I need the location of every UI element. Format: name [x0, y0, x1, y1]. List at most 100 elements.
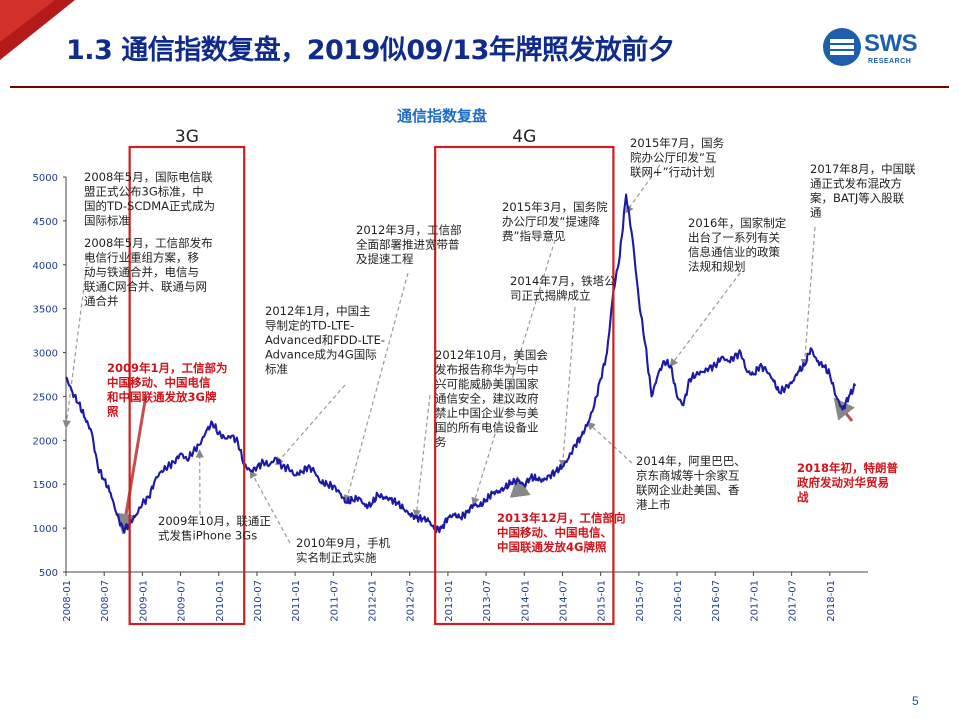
- annotation-arrow: [509, 475, 531, 498]
- annotation-line: 法规和规划: [688, 260, 746, 274]
- period-label: 4G: [512, 127, 536, 147]
- annotation-line: 和中国联通发放3G牌: [107, 390, 217, 404]
- x-tick-label: 2018-01: [826, 580, 837, 622]
- annotation-line: 2016年，国家制定: [688, 216, 787, 230]
- annotation-text: 2018年初，特朗普政府发动对华贸易战: [797, 461, 899, 504]
- annotation-text: 2010年9月，手机实名制正式实施: [296, 536, 391, 565]
- x-tick-label: 2013-07: [482, 580, 493, 622]
- annotation-text: 2009年10月，联通正式发售iPhone 3Gs: [158, 514, 271, 543]
- annotation-line: 出台了一系列有关: [688, 231, 780, 245]
- annotation-line: 及提速工程: [356, 252, 414, 266]
- annotations: 2008年5月，国际电信联盟正式公布3G标准，中国的TD-SCDMA正式成为国际…: [84, 136, 916, 565]
- annotation-text: 2016年，国家制定出台了一系列有关信息通信业的政策法规和规划: [688, 216, 787, 274]
- x-tick-label: 2013-01: [444, 580, 455, 622]
- annotation-line: 2012年1月，中国主: [265, 304, 371, 318]
- annotation-line: 通合并: [84, 294, 119, 308]
- x-tick-label: 2015-07: [635, 580, 646, 622]
- annotation-line: 办公厅印发“提速降: [502, 215, 600, 229]
- annotation-line: 标准: [265, 362, 288, 376]
- annotation-line: 动与铁通合并，电信与: [84, 265, 199, 279]
- period-box: [434, 145, 615, 626]
- period-boxes: 3G 4G: [128, 127, 615, 626]
- annotation-line: 2009年1月，工信部为: [107, 361, 228, 375]
- annotation-line: 实名制正式实施: [296, 551, 377, 565]
- annotation-arrow: [625, 164, 661, 214]
- annotation-line: 兴可能威胁美国国家: [435, 377, 539, 391]
- annotation-arrow: [274, 384, 346, 466]
- chart-title: 通信指数复盘: [397, 107, 487, 125]
- annotation-line: 2012年3月，工信部: [356, 223, 462, 237]
- x-tick-label: 2012-07: [406, 580, 417, 622]
- annotation-line: Advanced和FDD-LTE-: [265, 333, 385, 347]
- annotation-line: 联网企业赴美国、香: [636, 483, 740, 497]
- x-tick-label: 2010-07: [253, 580, 264, 622]
- annotation-line: 通正式发布混改方: [810, 177, 902, 191]
- annotation-line: 京东商城等十余家互: [636, 469, 740, 483]
- annotation-text: 2012年3月，工信部全面部署推进宽带普及提速工程: [356, 223, 462, 266]
- annotation-arrow: [558, 306, 576, 469]
- annotation-line: 务: [435, 435, 447, 449]
- annotation-line: 2014年，阿里巴巴、: [636, 454, 746, 468]
- annotation-line: 政府发动对华贸易: [797, 476, 889, 490]
- y-tick-label: 1000: [33, 524, 58, 535]
- y-tick-label: 500: [39, 568, 58, 579]
- annotation-line: 联通C网合并、联通与网: [84, 280, 207, 294]
- annotation-line: 2015年7月，国务: [630, 136, 725, 150]
- annotation-text: 2015年3月，国务院办公厅印发“提速降费”指导意见: [502, 200, 608, 243]
- annotation-text: 2009年1月，工信部为中国移动、中国电信和中国联通发放3G牌照: [107, 361, 228, 419]
- annotation-text: 2008年5月，工信部发布电信行业重组方案，移动与铁通合并，电信与联通C网合并、…: [84, 236, 213, 308]
- annotation-text: 2013年12月，工信部向中国移动、中国电信、中国联通发放4G牌照: [497, 511, 626, 554]
- annotation-line: 禁止中国企业参与美: [435, 406, 539, 420]
- annotation-line: 盟正式公布3G标准，中: [84, 185, 204, 199]
- period-label: 3G: [175, 127, 199, 147]
- corner-decoration: [0, 0, 75, 60]
- annotation-line: 院办公厅印发“互: [630, 151, 716, 165]
- annotation-line: 国的TD-SCDMA正式成为: [84, 199, 215, 213]
- annotation-line: 案，BATJ等入股联: [810, 191, 905, 205]
- sws-logo-icon: [823, 28, 861, 66]
- x-tick-label: 2008-07: [100, 580, 111, 622]
- series-group: [65, 193, 857, 534]
- annotation-line: 国际标准: [84, 214, 130, 228]
- x-tick-label: 2015-01: [597, 580, 608, 622]
- annotation-text: 2012年1月，中国主导制定的TD-LTE-Advanced和FDD-LTE-A…: [265, 304, 385, 376]
- y-tick-label: 3000: [33, 349, 58, 360]
- annotation-arrow: [586, 421, 633, 464]
- slide-title: 1.3 通信指数复盘，2019似09/13年牌照发放前夕: [66, 35, 675, 66]
- annotation-line: 战: [797, 490, 809, 504]
- x-tick-label: 2014-01: [520, 580, 531, 622]
- page-number: 5: [912, 694, 919, 708]
- y-axis-ticks: 500 1000 1500 2000 2500 3000 3500 4000 4500 5000: [33, 173, 66, 579]
- annotation-arrow: [412, 394, 431, 519]
- annotation-line: 中国移动、中国电信、: [497, 526, 612, 540]
- annotation-line: 联网+”行动计划: [630, 165, 715, 179]
- x-tick-label: 2011-07: [329, 580, 340, 622]
- annotation-line: 2009年10月，联通正: [158, 514, 271, 528]
- x-tick-label: 2008-01: [62, 580, 73, 622]
- x-tick-label: 2012-01: [368, 580, 379, 622]
- title-divider: [10, 86, 949, 88]
- annotation-line: 导制定的TD-LTE-: [265, 319, 354, 333]
- annotation-text: 2014年，阿里巴巴、京东商城等十余家互联网企业赴美国、香港上市: [636, 454, 746, 512]
- period-box: [128, 145, 246, 626]
- index-line-chart: 500100015002000250030003500400045005000 …: [33, 107, 916, 626]
- annotation-line: 中国联通发放4G牌照: [497, 540, 607, 554]
- x-tick-label: 2016-01: [673, 580, 684, 622]
- y-tick-label: 4000: [33, 261, 58, 272]
- annotation-arrow: [115, 394, 148, 535]
- annotation-arrow: [343, 272, 409, 504]
- annotation-arrow: [62, 254, 89, 429]
- x-tick-label: 2011-01: [291, 580, 302, 622]
- annotation-line: 2012年10月，美国会: [435, 348, 548, 362]
- annotation-line: 照: [107, 405, 119, 419]
- x-tick-label: 2016-07: [711, 580, 722, 622]
- logo-subtitle: RESEARCH: [868, 58, 912, 65]
- x-axis-ticks: 2008-01 2008-07 2009-01 2009-07 2010-01 2010-…: [62, 572, 837, 622]
- x-tick-label: 2014-07: [558, 580, 569, 622]
- annotation-line: 2008年5月，工信部发布: [84, 236, 213, 250]
- logo-text: SWS: [864, 30, 918, 57]
- annotation-line: 通: [810, 206, 822, 220]
- annotation-arrow: [669, 272, 741, 368]
- x-tick-label: 2017-01: [749, 580, 760, 622]
- x-tick-label: 2009-01: [138, 580, 149, 622]
